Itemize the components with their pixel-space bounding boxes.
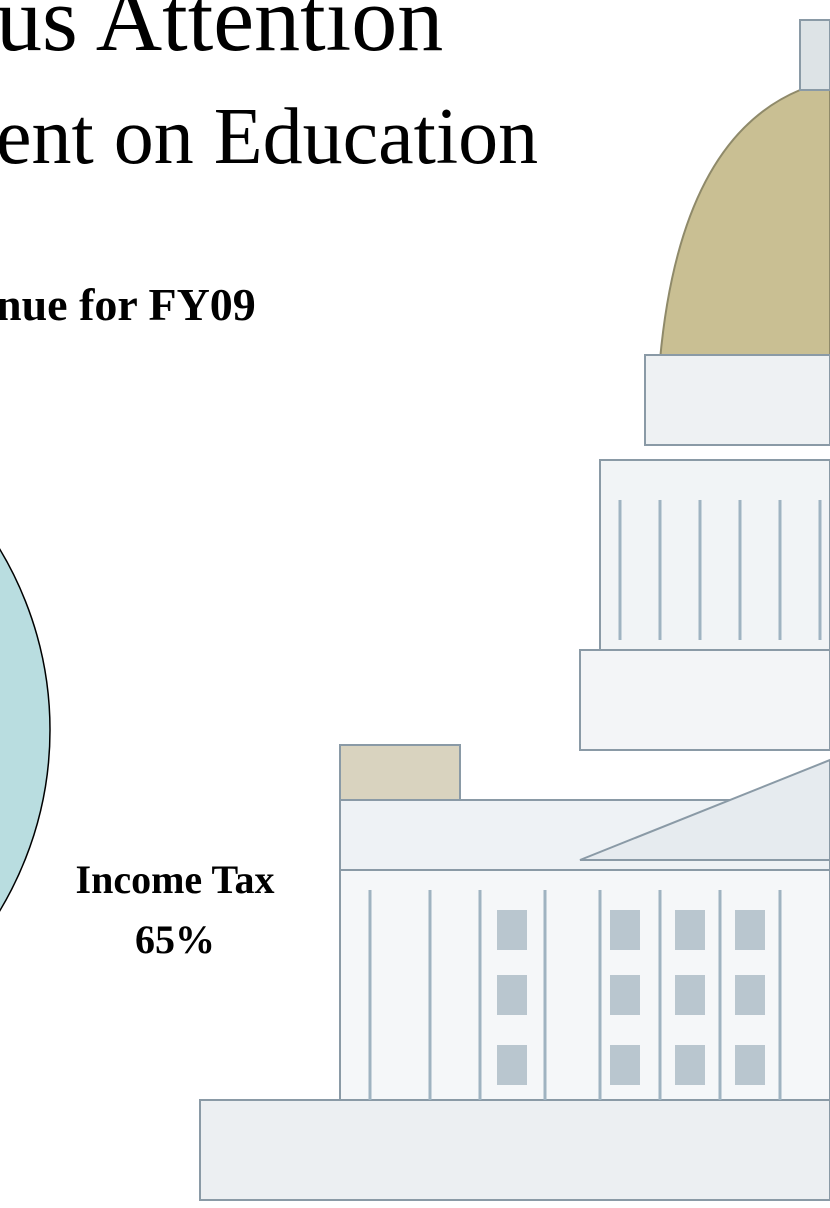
slide: us Attention ent on Education nue for FY…: [0, 0, 830, 1208]
title-line-2: ent on Education: [0, 93, 538, 181]
pie-label-name: Income Tax: [76, 857, 275, 902]
title-line-1: us Attention: [0, 0, 443, 70]
subtitle: nue for FY09: [0, 279, 256, 330]
pie-label-value: 65%: [135, 917, 215, 962]
